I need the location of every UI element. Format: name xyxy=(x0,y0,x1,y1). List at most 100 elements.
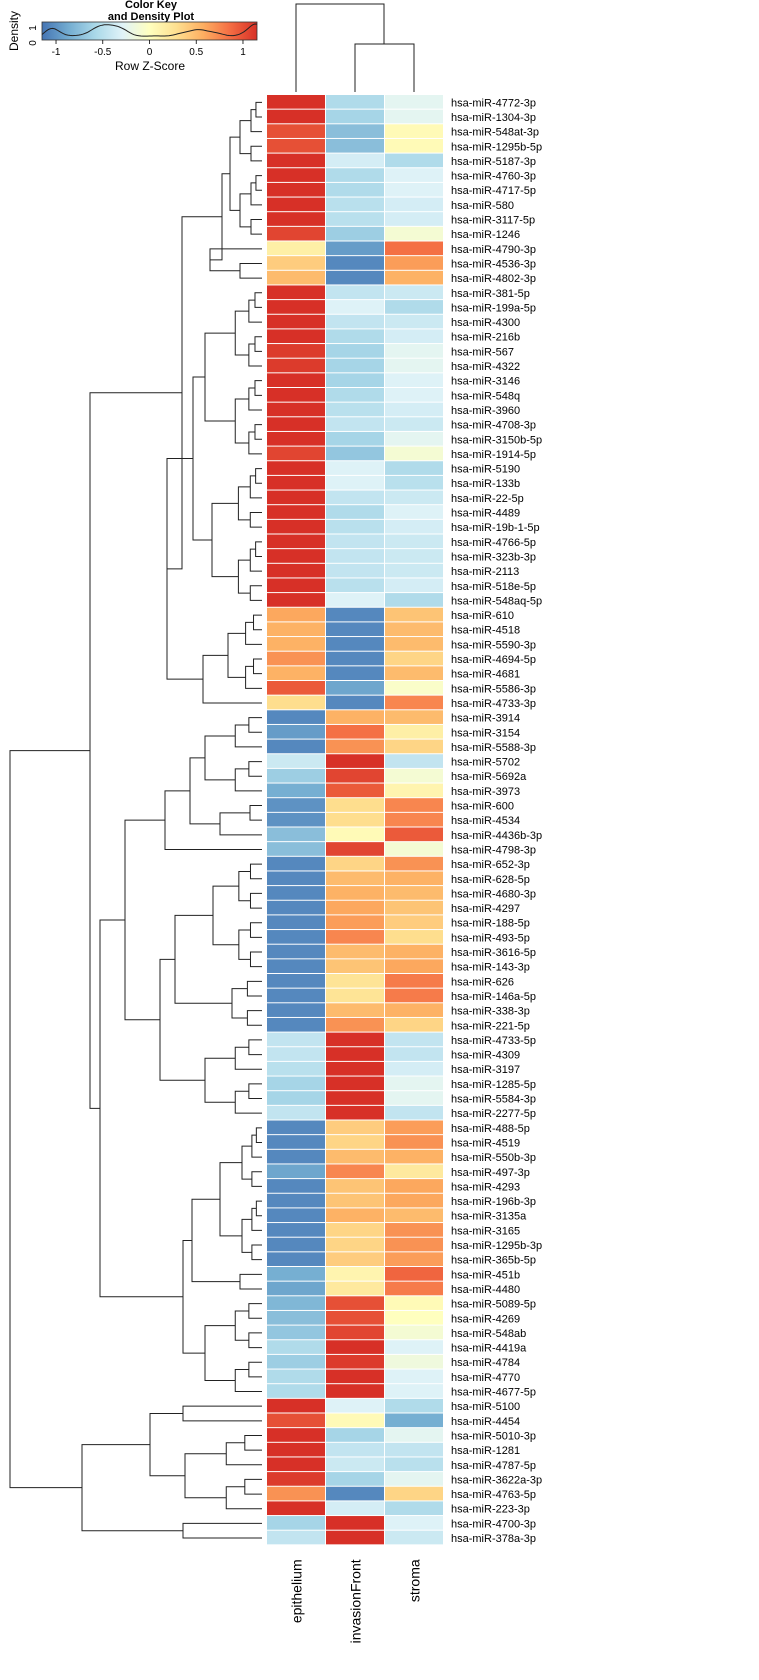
heatmap-cell xyxy=(267,1193,325,1208)
heatmap-cell xyxy=(267,373,325,387)
row-label: hsa-miR-610 xyxy=(451,610,514,622)
heatmap-cell xyxy=(267,856,325,871)
column-label: invasionFront xyxy=(348,1559,364,1643)
row-label: hsa-miR-22-5p xyxy=(451,493,524,505)
heatmap-cell xyxy=(385,812,443,827)
heatmap-cell xyxy=(326,1149,384,1164)
heatmap-cell xyxy=(385,461,443,475)
row-label: hsa-miR-223-3p xyxy=(451,1504,530,1516)
color-key-xtick-label: -0.5 xyxy=(94,47,112,58)
heatmap-cell xyxy=(326,622,384,637)
row-dendrogram-branch xyxy=(255,1200,262,1217)
row-dendrogram-branch xyxy=(182,1522,262,1539)
heatmap-cell xyxy=(267,695,325,710)
heatmap-cell xyxy=(267,768,325,783)
heatmap-cell xyxy=(267,607,325,622)
row-label: hsa-miR-5702 xyxy=(451,757,520,769)
heatmap-cell xyxy=(267,182,325,197)
row-dendrogram-branch xyxy=(99,919,183,1298)
heatmap-cell xyxy=(267,1325,325,1340)
row-label: hsa-miR-1295b-5p xyxy=(451,141,542,153)
heatmap-cell xyxy=(326,651,384,666)
heatmap-cell xyxy=(267,886,325,900)
row-label: hsa-miR-4772-3p xyxy=(451,97,536,109)
row-label: hsa-miR-4454 xyxy=(451,1416,520,1428)
row-label: hsa-miR-4677-5p xyxy=(451,1387,536,1399)
heatmap-cell xyxy=(326,637,384,651)
heatmap-cell xyxy=(326,900,384,915)
heatmap-cell xyxy=(267,1017,325,1032)
heatmap-cell xyxy=(267,842,325,856)
heatmap-cell xyxy=(267,431,325,446)
row-label: hsa-miR-4489 xyxy=(451,508,520,520)
row-label: hsa-miR-4536-3p xyxy=(451,258,536,270)
heatmap-cell xyxy=(326,1003,384,1017)
heatmap-cell xyxy=(385,1120,443,1135)
row-dendrogram-branch xyxy=(89,392,182,1109)
row-label: hsa-miR-221-5p xyxy=(451,1020,530,1032)
heatmap-cell xyxy=(385,1135,443,1149)
heatmap-cell xyxy=(267,1208,325,1223)
heatmap-cell xyxy=(385,168,443,182)
row-dendrogram-branch xyxy=(249,922,262,938)
row-dendrogram-branch xyxy=(255,541,262,557)
heatmap-cell xyxy=(267,95,325,109)
row-label: hsa-miR-1246 xyxy=(451,229,520,241)
heatmap-cell xyxy=(326,1516,384,1530)
heatmap-cell xyxy=(326,285,384,300)
heatmap-cell xyxy=(326,1061,384,1076)
heatmap-cell xyxy=(326,710,384,724)
heatmap-cell xyxy=(385,915,443,930)
row-dendrogram-branch xyxy=(244,1478,262,1495)
heatmap-cell xyxy=(385,417,443,431)
heatmap-cell xyxy=(267,1076,325,1091)
heatmap-cell xyxy=(326,1310,384,1325)
heatmap-cell xyxy=(385,666,443,680)
heatmap-cell xyxy=(326,915,384,930)
heatmap-cell xyxy=(267,1457,325,1472)
row-dendrogram-branch xyxy=(227,632,246,678)
heatmap-cell xyxy=(267,622,325,637)
row-label: hsa-miR-1281 xyxy=(451,1445,520,1457)
heatmap-cell xyxy=(385,622,443,637)
row-dendrogram-branch xyxy=(231,988,248,1019)
row-label: hsa-miR-488-5p xyxy=(451,1123,530,1135)
row-label: hsa-miR-143-3p xyxy=(451,962,530,974)
row-dendrogram-branch xyxy=(249,805,262,821)
row-dendrogram-branch xyxy=(251,1171,262,1187)
heatmap-cell xyxy=(385,314,443,329)
heatmap-cell xyxy=(385,182,443,197)
heatmap-cell xyxy=(267,285,325,300)
row-label: hsa-miR-1914-5p xyxy=(451,449,536,461)
heatmap-cell xyxy=(267,1354,325,1369)
heatmap-cell xyxy=(326,563,384,578)
row-dendrogram-branch xyxy=(237,486,251,521)
row-label: hsa-miR-4700-3p xyxy=(451,1518,536,1530)
row-dendrogram-branch xyxy=(254,424,262,440)
heatmap-cell xyxy=(267,490,325,505)
row-dendrogram-branch xyxy=(241,1145,252,1180)
heatmap-cell xyxy=(385,1486,443,1501)
heatmap-cell xyxy=(267,563,325,578)
heatmap-cell xyxy=(267,959,325,973)
row-label: hsa-miR-4790-3p xyxy=(451,244,536,256)
heatmap-cell xyxy=(326,607,384,622)
row-label: hsa-miR-5010-3p xyxy=(451,1430,536,1442)
heatmap-cell xyxy=(267,314,325,329)
heatmap-cell xyxy=(326,1413,384,1428)
row-label: hsa-miR-4733-3p xyxy=(451,698,536,710)
heatmap-cell xyxy=(326,1354,384,1369)
heatmap-cell xyxy=(267,1369,325,1384)
heatmap-cell xyxy=(326,871,384,886)
row-label: hsa-miR-188-5p xyxy=(451,918,530,930)
row-dendrogram-branch xyxy=(249,512,262,528)
heatmap-cell xyxy=(326,1237,384,1252)
row-dendrogram-branch xyxy=(248,1303,262,1319)
row-dendrogram-branch xyxy=(250,145,262,162)
row-label: hsa-miR-550b-3p xyxy=(451,1152,536,1164)
row-label: hsa-miR-4694-5p xyxy=(451,654,536,666)
heatmap-cell xyxy=(385,270,443,285)
row-label: hsa-miR-4436b-3p xyxy=(451,830,542,842)
heatmap-cell xyxy=(267,871,325,886)
heatmap-cell xyxy=(385,739,443,754)
